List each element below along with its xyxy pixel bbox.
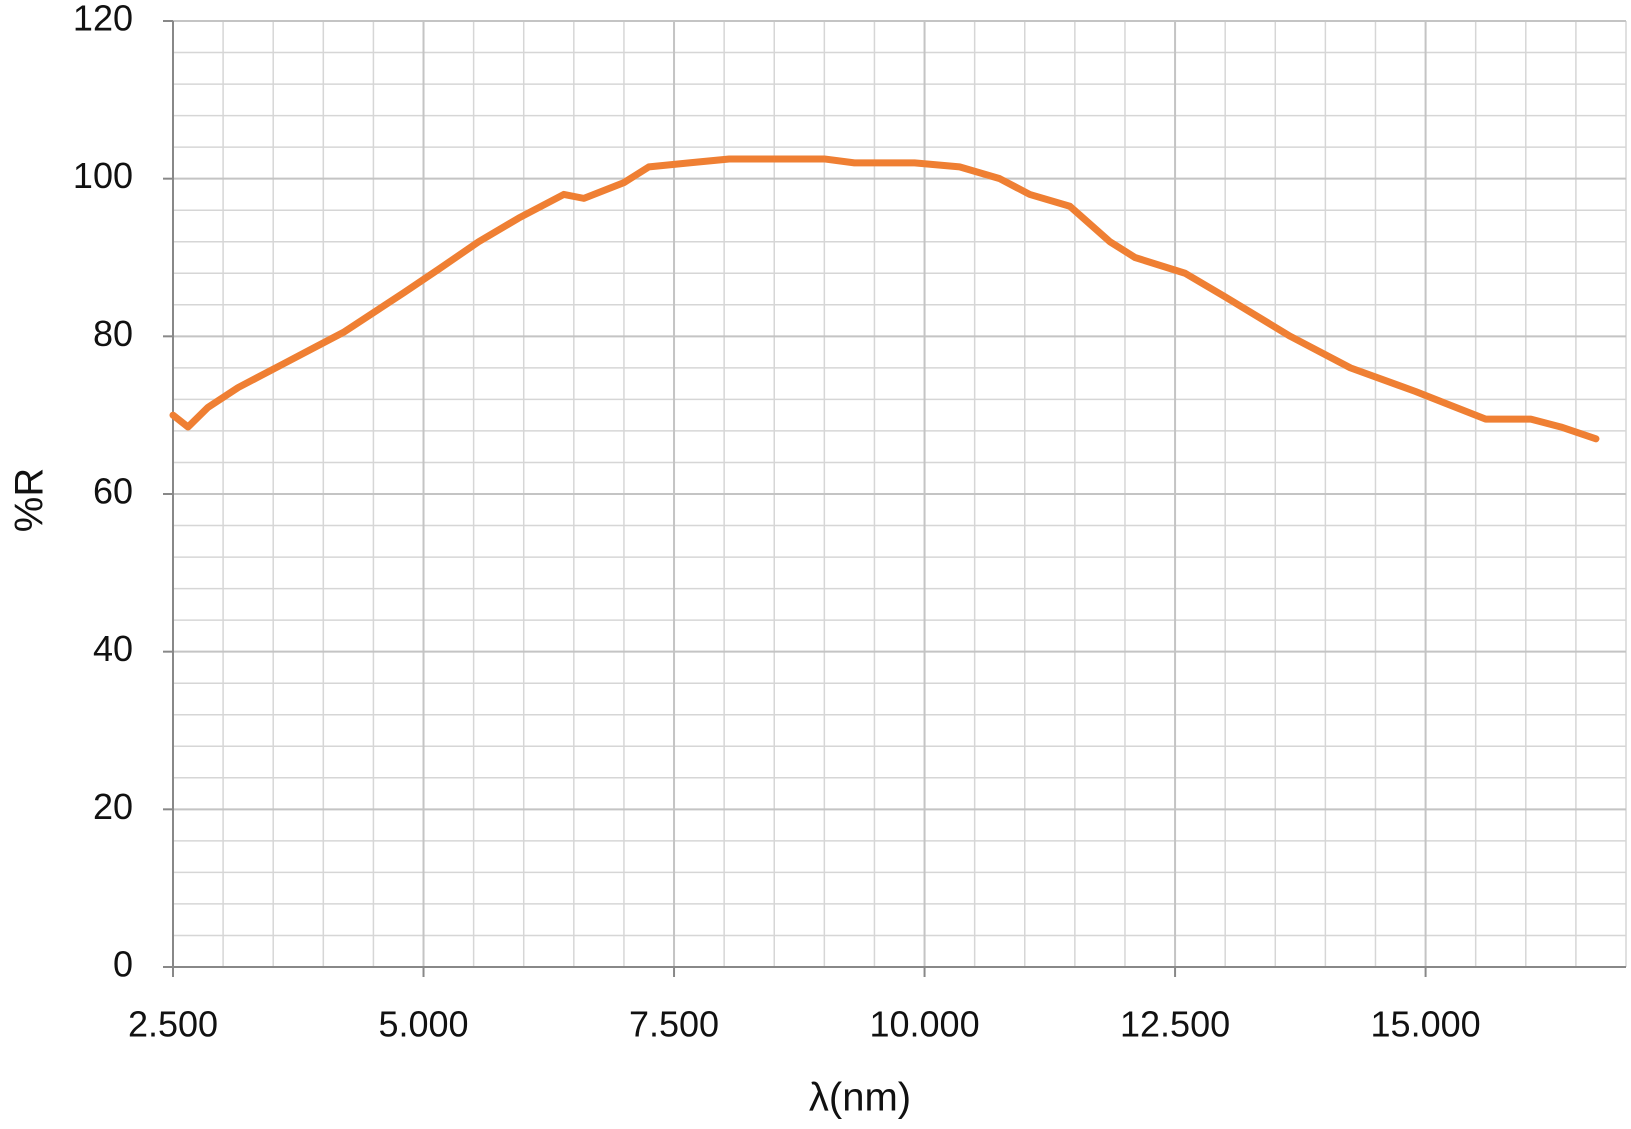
y-tick-label: 60 bbox=[93, 471, 133, 512]
y-tick-label: 80 bbox=[93, 313, 133, 354]
y-tick-label: 0 bbox=[113, 944, 133, 985]
x-axis-title: λ(nm) bbox=[809, 1076, 911, 1120]
x-tick-label: 10.000 bbox=[869, 1004, 979, 1045]
y-tick-label: 20 bbox=[93, 786, 133, 827]
y-tick-label: 100 bbox=[73, 155, 133, 196]
x-tick-label: 7.500 bbox=[629, 1004, 719, 1045]
y-tick-label: 40 bbox=[93, 628, 133, 669]
x-tick-label: 12.500 bbox=[1120, 1004, 1230, 1045]
x-tick-label: 2.500 bbox=[128, 1004, 218, 1045]
x-tick-label: 15.000 bbox=[1371, 1004, 1481, 1045]
y-axis-title: %R bbox=[8, 468, 52, 532]
y-tick-label: 120 bbox=[73, 0, 133, 39]
data-line bbox=[169, 155, 1600, 443]
x-tick-label: 5.000 bbox=[378, 1004, 468, 1045]
